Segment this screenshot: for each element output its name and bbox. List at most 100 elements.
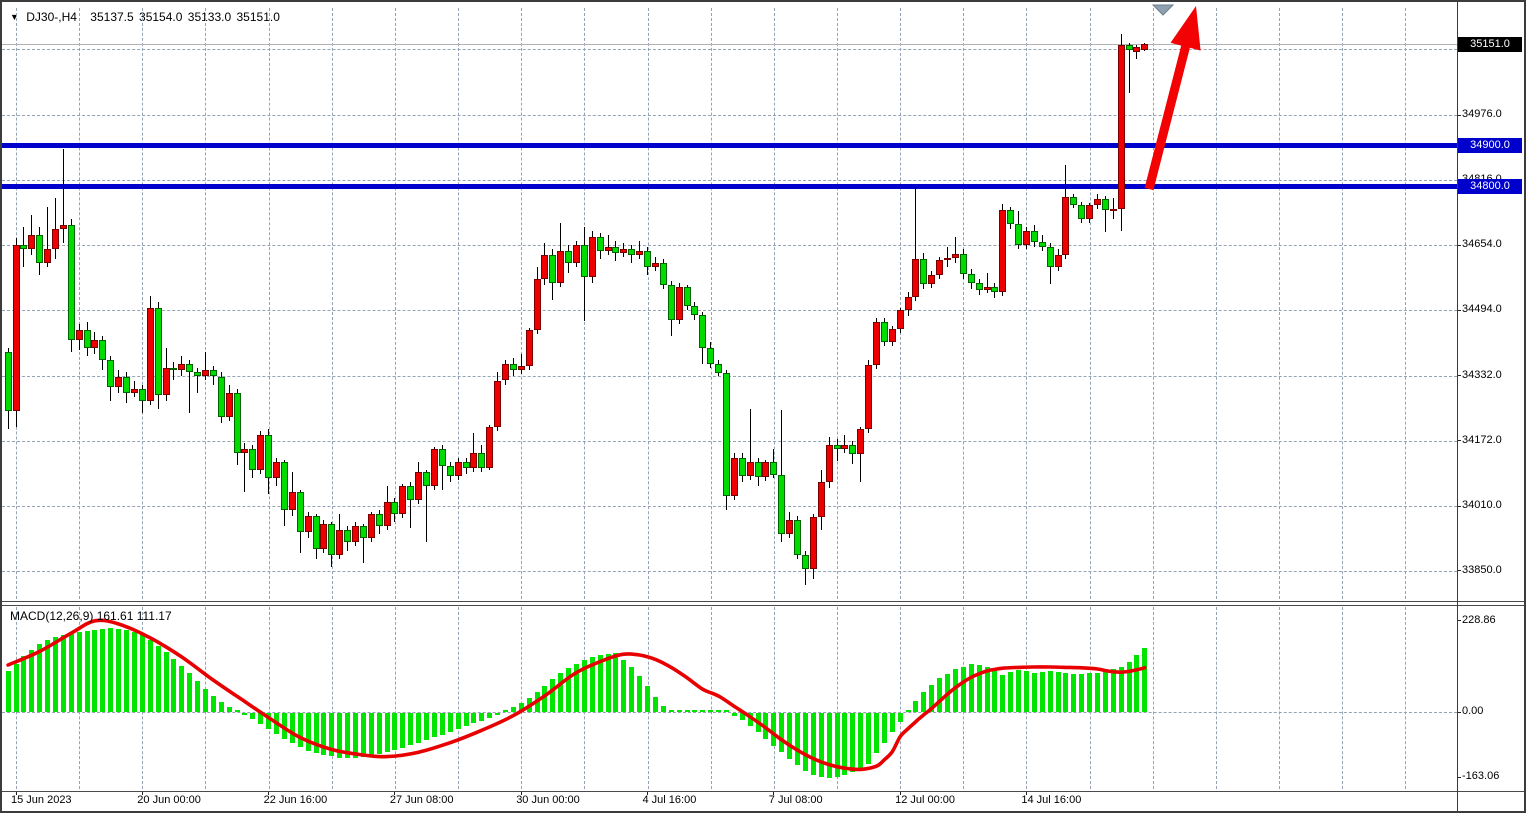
- candle: [983, 286, 991, 290]
- macd-histogram-bar: [589, 657, 595, 712]
- ohlc-low: 35133.0: [187, 10, 232, 24]
- time-axis-label[interactable]: 15 Jun 2023: [11, 794, 72, 806]
- candle: [975, 283, 983, 290]
- candle: [399, 485, 407, 515]
- price-axis-label[interactable]: 34494.0: [1462, 303, 1502, 316]
- macd-histogram-bar: [1079, 673, 1085, 712]
- candle: [707, 348, 715, 365]
- grid-vline: [331, 607, 333, 789]
- macd-histogram-bar: [68, 633, 74, 712]
- time-axis-label[interactable]: 20 Jun 00:00: [137, 794, 201, 806]
- candle: [107, 360, 115, 387]
- macd-histogram-bar: [495, 713, 500, 715]
- price-level-badge: 34900.0: [1458, 138, 1522, 154]
- time-axis-label[interactable]: 7 Jul 08:00: [768, 794, 823, 806]
- grid-vline: [1342, 607, 1344, 789]
- candle: [880, 321, 888, 342]
- candle: [415, 471, 423, 500]
- macd-histogram-bar: [108, 628, 114, 712]
- time-axis-label[interactable]: 22 Jun 16:00: [263, 794, 328, 806]
- macd-histogram-bar: [1118, 666, 1124, 712]
- time-axis-label[interactable]: 14 Jul 16:00: [1021, 794, 1082, 806]
- macd-histogram-bar: [613, 653, 619, 712]
- price-axis-label[interactable]: 34654.0: [1462, 238, 1502, 251]
- candle: [778, 474, 786, 534]
- macd-histogram-bar: [195, 680, 201, 712]
- candle: [1070, 197, 1078, 206]
- time-axis-tick: [773, 791, 775, 795]
- pane-separator-top[interactable]: [2, 601, 1524, 602]
- candle: [865, 365, 872, 430]
- macd-histogram-bar: [179, 666, 185, 712]
- macd-histogram-bar: [1031, 673, 1037, 712]
- macd-histogram-bar: [960, 667, 966, 712]
- candle-wick: [860, 427, 862, 483]
- price-axis-label[interactable]: 34976.0: [1462, 108, 1502, 120]
- price-axis-label[interactable]: 34172.0: [1462, 433, 1502, 446]
- candle: [1062, 197, 1070, 255]
- time-axis-label[interactable]: 27 Jun 08:00: [389, 794, 454, 806]
- macd-histogram-bar: [479, 713, 485, 721]
- candle: [1094, 198, 1101, 206]
- candle: [644, 251, 651, 268]
- price-axis-label[interactable]: 34332.0: [1462, 368, 1502, 381]
- macd-histogram-bar: [921, 692, 927, 712]
- symbol-dropdown-icon[interactable]: ▼: [10, 12, 19, 22]
- candle: [936, 259, 944, 275]
- candle: [407, 485, 415, 500]
- macd-histogram-bar: [447, 713, 453, 732]
- price-axis-label[interactable]: 34010.0: [1462, 499, 1502, 511]
- price-axis-label[interactable]: 33850.0: [1462, 563, 1502, 576]
- candle: [67, 224, 75, 341]
- macd-histogram-bar: [881, 713, 887, 743]
- candle-wick: [947, 246, 948, 268]
- grid-vline: [773, 8, 775, 599]
- candle: [249, 449, 257, 470]
- macd-histogram-bar: [76, 632, 82, 712]
- candle: [328, 524, 336, 555]
- macd-histogram-bar: [210, 696, 216, 712]
- macd-axis-label[interactable]: 0.00: [1462, 705, 1484, 717]
- candle: [951, 253, 959, 259]
- time-axis-label[interactable]: 30 Jun 00:00: [516, 794, 580, 806]
- grid-vline: [963, 8, 965, 599]
- candle: [746, 461, 754, 476]
- support-resistance-line[interactable]: [2, 143, 1457, 149]
- candle: [130, 388, 138, 393]
- candle: [928, 274, 936, 284]
- grid-vline: [1152, 8, 1154, 599]
- candle: [312, 516, 320, 549]
- current-price-badge: 35151.0: [1458, 36, 1522, 52]
- macd-axis-label[interactable]: 228.86: [1462, 613, 1496, 626]
- candle: [715, 364, 723, 374]
- macd-histogram-bar: [171, 659, 177, 712]
- support-resistance-line[interactable]: [2, 183, 1457, 189]
- time-axis-label[interactable]: 12 Jul 00:00: [895, 794, 956, 806]
- grid-vline: [458, 607, 460, 789]
- candle: [359, 526, 367, 539]
- macd-histogram-bar: [763, 713, 769, 739]
- macd-histogram-bar: [1142, 647, 1148, 712]
- grid-vline: [710, 607, 712, 789]
- macd-histogram-bar: [1063, 673, 1069, 712]
- macd-histogram-bar: [937, 678, 943, 712]
- grid-vline: [521, 8, 523, 599]
- candle: [1109, 208, 1117, 211]
- macd-histogram-bar: [866, 713, 871, 765]
- candle: [991, 286, 999, 292]
- candle: [651, 263, 659, 268]
- macd-histogram-bar: [471, 713, 477, 724]
- price-axis-tick: [1457, 375, 1461, 377]
- macd-histogram-bar: [605, 653, 611, 712]
- macd-axis-label[interactable]: -163.06: [1462, 770, 1500, 782]
- candle: [52, 228, 59, 249]
- candle: [44, 249, 52, 264]
- macd-histogram-bar: [455, 713, 461, 729]
- candle: [967, 274, 975, 284]
- candle: [423, 471, 430, 486]
- candle: [209, 370, 217, 377]
- macd-histogram-bar: [621, 660, 627, 712]
- time-axis-label[interactable]: 4 Jul 16:00: [642, 794, 697, 806]
